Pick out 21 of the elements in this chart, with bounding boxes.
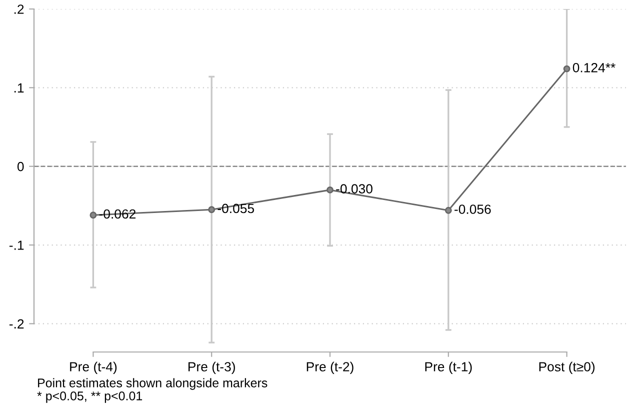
data-label: -0.055 [218,204,254,214]
data-label: -0.056 [454,204,491,214]
point [326,186,334,194]
point [208,206,216,214]
text: Point estimates shown alongside markers [38,378,268,390]
point [90,212,97,219]
y-tick-label: -.2 [9,319,24,328]
data-label: -0.030 [336,184,372,194]
y-tick-label: .2 [14,4,24,14]
point [563,65,570,72]
x-tick-label: Pre (t-2) [306,362,354,374]
y-tick-label: -.1 [9,240,24,250]
y-tick-label: .1 [14,83,24,92]
x-tick-label: Pre (t-1) [425,362,472,374]
y-tick-label: 0 [17,162,24,172]
x-tick-label: Pre (t-4) [70,362,117,374]
data-label: 0.124** [572,62,616,72]
x-tick-label: Pre (t-3) [188,362,235,374]
text: * p<0.05, ** p<0.01 [37,392,142,403]
point [444,206,452,214]
x-tick-label: Post (t≥0) [539,362,595,374]
